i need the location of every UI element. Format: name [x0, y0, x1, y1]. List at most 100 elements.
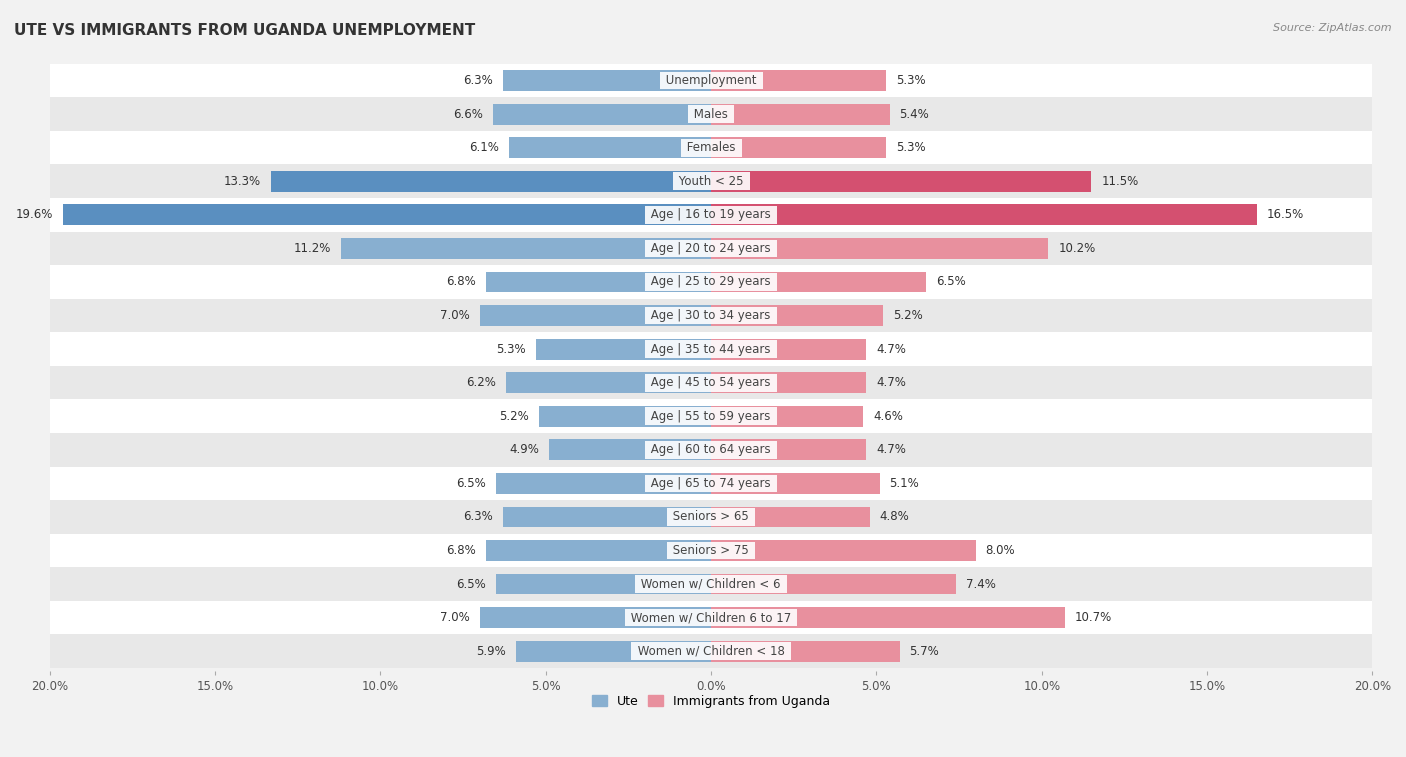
- Text: 5.3%: 5.3%: [496, 343, 526, 356]
- Bar: [0, 433, 1406, 466]
- Bar: [340, 238, 711, 259]
- Text: UTE VS IMMIGRANTS FROM UGANDA UNEMPLOYMENT: UTE VS IMMIGRANTS FROM UGANDA UNEMPLOYME…: [14, 23, 475, 38]
- Text: Women w/ Children 6 to 17: Women w/ Children 6 to 17: [627, 611, 794, 624]
- Bar: [503, 506, 711, 528]
- Bar: [0, 98, 1406, 131]
- Bar: [503, 70, 711, 91]
- Legend: Ute, Immigrants from Uganda: Ute, Immigrants from Uganda: [585, 688, 837, 714]
- Bar: [0, 64, 1406, 98]
- Text: Youth < 25: Youth < 25: [675, 175, 747, 188]
- Bar: [516, 640, 711, 662]
- Bar: [479, 607, 711, 628]
- Bar: [711, 607, 1064, 628]
- Bar: [711, 272, 927, 292]
- Bar: [711, 137, 886, 158]
- Text: 5.4%: 5.4%: [900, 107, 929, 120]
- Bar: [0, 131, 1406, 164]
- Text: 6.5%: 6.5%: [936, 276, 966, 288]
- Text: 5.2%: 5.2%: [893, 309, 922, 322]
- Text: Males: Males: [690, 107, 733, 120]
- Bar: [496, 574, 711, 594]
- Text: 5.2%: 5.2%: [499, 410, 529, 422]
- Bar: [0, 534, 1406, 567]
- Bar: [548, 439, 711, 460]
- Bar: [711, 305, 883, 326]
- Bar: [711, 104, 890, 125]
- Bar: [0, 332, 1406, 366]
- Bar: [509, 137, 711, 158]
- Bar: [0, 164, 1406, 198]
- Bar: [486, 272, 711, 292]
- Bar: [711, 439, 866, 460]
- Text: 4.7%: 4.7%: [876, 343, 907, 356]
- Text: 19.6%: 19.6%: [15, 208, 53, 221]
- Text: 4.9%: 4.9%: [509, 444, 538, 456]
- Text: 6.3%: 6.3%: [463, 510, 492, 523]
- Text: 11.2%: 11.2%: [294, 242, 330, 255]
- Bar: [506, 372, 711, 393]
- Bar: [538, 406, 711, 427]
- Bar: [496, 473, 711, 494]
- Text: Women w/ Children < 18: Women w/ Children < 18: [634, 645, 789, 658]
- Bar: [536, 338, 711, 360]
- Text: 13.3%: 13.3%: [224, 175, 262, 188]
- Text: 5.3%: 5.3%: [896, 142, 927, 154]
- Text: 6.5%: 6.5%: [457, 578, 486, 590]
- Text: 10.2%: 10.2%: [1059, 242, 1095, 255]
- Bar: [0, 232, 1406, 265]
- Bar: [0, 366, 1406, 400]
- Bar: [0, 601, 1406, 634]
- Text: 6.8%: 6.8%: [447, 276, 477, 288]
- Text: 6.2%: 6.2%: [467, 376, 496, 389]
- Bar: [0, 466, 1406, 500]
- Text: 7.0%: 7.0%: [440, 611, 470, 624]
- Text: Age | 45 to 54 years: Age | 45 to 54 years: [647, 376, 775, 389]
- Text: 10.7%: 10.7%: [1074, 611, 1112, 624]
- Text: 4.6%: 4.6%: [873, 410, 903, 422]
- Bar: [0, 198, 1406, 232]
- Bar: [0, 567, 1406, 601]
- Text: 5.3%: 5.3%: [896, 74, 927, 87]
- Bar: [711, 338, 866, 360]
- Bar: [63, 204, 711, 226]
- Bar: [0, 400, 1406, 433]
- Bar: [711, 204, 1257, 226]
- Text: 5.9%: 5.9%: [477, 645, 506, 658]
- Text: Age | 30 to 34 years: Age | 30 to 34 years: [648, 309, 775, 322]
- Bar: [711, 238, 1049, 259]
- Text: Females: Females: [683, 142, 740, 154]
- Bar: [0, 634, 1406, 668]
- Text: 16.5%: 16.5%: [1267, 208, 1303, 221]
- Text: 4.7%: 4.7%: [876, 444, 907, 456]
- Text: Age | 60 to 64 years: Age | 60 to 64 years: [647, 444, 775, 456]
- Bar: [0, 500, 1406, 534]
- Text: Age | 25 to 29 years: Age | 25 to 29 years: [647, 276, 775, 288]
- Bar: [711, 70, 886, 91]
- Bar: [711, 574, 956, 594]
- Text: Age | 65 to 74 years: Age | 65 to 74 years: [647, 477, 775, 490]
- Text: 4.7%: 4.7%: [876, 376, 907, 389]
- Text: Age | 35 to 44 years: Age | 35 to 44 years: [647, 343, 775, 356]
- Text: 5.1%: 5.1%: [890, 477, 920, 490]
- Text: Source: ZipAtlas.com: Source: ZipAtlas.com: [1274, 23, 1392, 33]
- Text: Women w/ Children < 6: Women w/ Children < 6: [637, 578, 785, 590]
- Bar: [711, 506, 870, 528]
- Text: 6.5%: 6.5%: [457, 477, 486, 490]
- Bar: [479, 305, 711, 326]
- Bar: [711, 372, 866, 393]
- Bar: [0, 299, 1406, 332]
- Text: 8.0%: 8.0%: [986, 544, 1015, 557]
- Text: Age | 55 to 59 years: Age | 55 to 59 years: [648, 410, 775, 422]
- Text: Seniors > 75: Seniors > 75: [669, 544, 752, 557]
- Bar: [711, 640, 900, 662]
- Bar: [711, 406, 863, 427]
- Text: 6.3%: 6.3%: [463, 74, 492, 87]
- Text: 4.8%: 4.8%: [880, 510, 910, 523]
- Text: 5.7%: 5.7%: [910, 645, 939, 658]
- Text: Unemployment: Unemployment: [662, 74, 761, 87]
- Text: 11.5%: 11.5%: [1101, 175, 1139, 188]
- Text: Age | 20 to 24 years: Age | 20 to 24 years: [647, 242, 775, 255]
- Text: 7.4%: 7.4%: [966, 578, 995, 590]
- Text: Seniors > 65: Seniors > 65: [669, 510, 752, 523]
- Bar: [492, 104, 711, 125]
